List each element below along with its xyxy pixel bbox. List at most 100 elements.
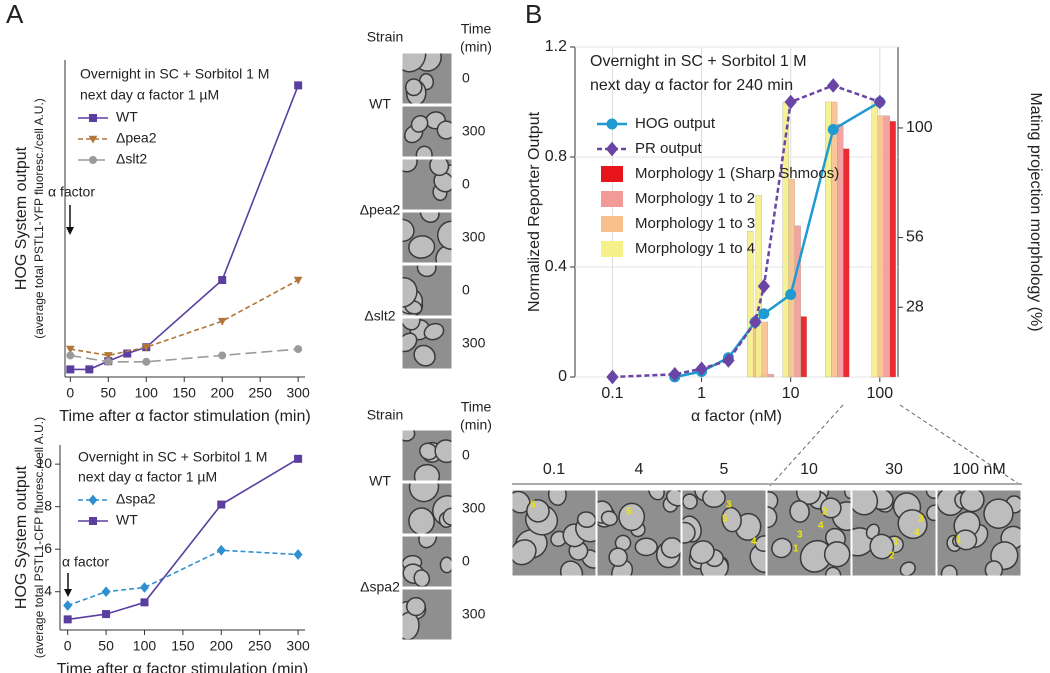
micrograph: [767, 490, 851, 576]
y-tick-label: 10: [36, 455, 52, 471]
cell: [754, 535, 766, 552]
time-header: Time: [461, 21, 492, 37]
cell: [416, 265, 437, 278]
marker: [294, 81, 303, 90]
strain-header: Strain: [367, 29, 404, 45]
cell: [799, 539, 833, 573]
cell-tag: 3: [726, 500, 732, 511]
cell: [439, 556, 452, 574]
cell: [408, 483, 440, 503]
cell: [634, 537, 658, 557]
micrograph-frame: [681, 489, 767, 577]
x-tick-label: 100: [133, 638, 157, 654]
micrograph: [402, 318, 452, 369]
marker: [123, 349, 132, 358]
micrograph-frame: [401, 264, 453, 317]
legend-swatch: [601, 216, 623, 232]
cell-tag: 5: [722, 514, 728, 525]
strain-label: Δpea2: [360, 202, 401, 218]
time-header: (min): [460, 417, 492, 433]
cell: [408, 235, 436, 259]
annotation: next day α factor 1 µM: [78, 469, 217, 485]
cell: [419, 212, 440, 223]
y-tick-label: 1.2: [545, 38, 567, 55]
cell-tag: 1: [956, 535, 962, 546]
y-tick-label: 6: [44, 540, 52, 556]
x-tick-label: 0: [66, 385, 74, 401]
cell: [402, 430, 416, 442]
bar: [831, 101, 838, 378]
cell: [402, 53, 427, 73]
time-label: 0: [462, 447, 470, 463]
legend-label: Morphology 1 to 4: [635, 240, 755, 257]
micrograph-frame: [401, 482, 453, 535]
time-label: 300: [462, 335, 486, 351]
marker: [293, 549, 303, 560]
x-tick-label: 250: [248, 638, 272, 654]
x-axis-label: Time after α factor stimulation (min): [57, 661, 308, 673]
marker: [784, 94, 797, 110]
cell: [771, 537, 793, 559]
cell: [404, 78, 423, 97]
micrograph-frame: [401, 158, 453, 211]
cell: [413, 344, 436, 367]
marker: [785, 289, 797, 300]
cell: [899, 561, 916, 576]
legend-label: WT: [116, 512, 138, 528]
legend-marker: [88, 494, 98, 506]
marker: [217, 317, 227, 326]
marker: [103, 352, 113, 360]
x-tick-label: 250: [249, 385, 273, 401]
cell: [405, 596, 426, 617]
marker: [293, 276, 303, 285]
x-tick-label: 200: [210, 638, 234, 654]
cell: [608, 547, 628, 567]
y-axis-sublabel: (average total PSTL1-YFP fluoresc./cell …: [32, 98, 46, 339]
marker: [827, 78, 840, 93]
marker: [139, 582, 149, 593]
cell: [576, 511, 596, 529]
x-tick-label: 0.1: [601, 385, 623, 402]
y-tick-label: 0.8: [545, 148, 567, 165]
time-header: (min): [460, 39, 492, 55]
time-header: Time: [461, 399, 492, 415]
concentration-label: 4: [635, 461, 644, 478]
time-label: 0: [462, 176, 470, 192]
x-tick-label: 50: [101, 385, 117, 401]
panel-label: B: [525, 0, 542, 29]
marker: [294, 454, 303, 463]
micrograph: [852, 490, 936, 576]
marker: [722, 353, 735, 368]
legend-label: Δslt2: [116, 151, 147, 167]
y-axis-label: HOG System output: [13, 465, 30, 609]
cell-tag: 2: [889, 551, 895, 562]
y2-axis-label: Mating projection morphology (%): [1027, 92, 1044, 331]
legend-swatch: [601, 166, 623, 182]
cell: [413, 569, 431, 587]
strain-label: WT: [369, 96, 391, 112]
cell-tag: 4: [818, 521, 824, 532]
micrograph: [402, 53, 452, 104]
bar: [761, 321, 769, 378]
legend-label: Δpea2: [116, 130, 157, 146]
cell: [413, 463, 441, 481]
bar: [837, 123, 844, 378]
y-tick-label: 0: [558, 368, 567, 385]
legend-label: HOG output: [635, 115, 716, 132]
micrograph-frame: [511, 489, 597, 577]
x-tick-label: 300: [286, 638, 310, 654]
cell-tag: 4: [751, 537, 757, 548]
zoom-line: [899, 404, 1023, 487]
cell: [436, 120, 452, 140]
marker: [294, 345, 303, 354]
marker: [218, 351, 227, 360]
concentration-label: 10: [800, 461, 818, 478]
x-tick-label: 50: [98, 638, 114, 654]
micrograph-frame: [401, 317, 453, 370]
cell: [618, 502, 646, 532]
legend-label: WT: [116, 109, 138, 125]
concentration-label: 0.1: [543, 461, 565, 478]
marker: [63, 600, 73, 611]
marker: [101, 586, 111, 598]
cell-tag: 5: [626, 507, 632, 518]
